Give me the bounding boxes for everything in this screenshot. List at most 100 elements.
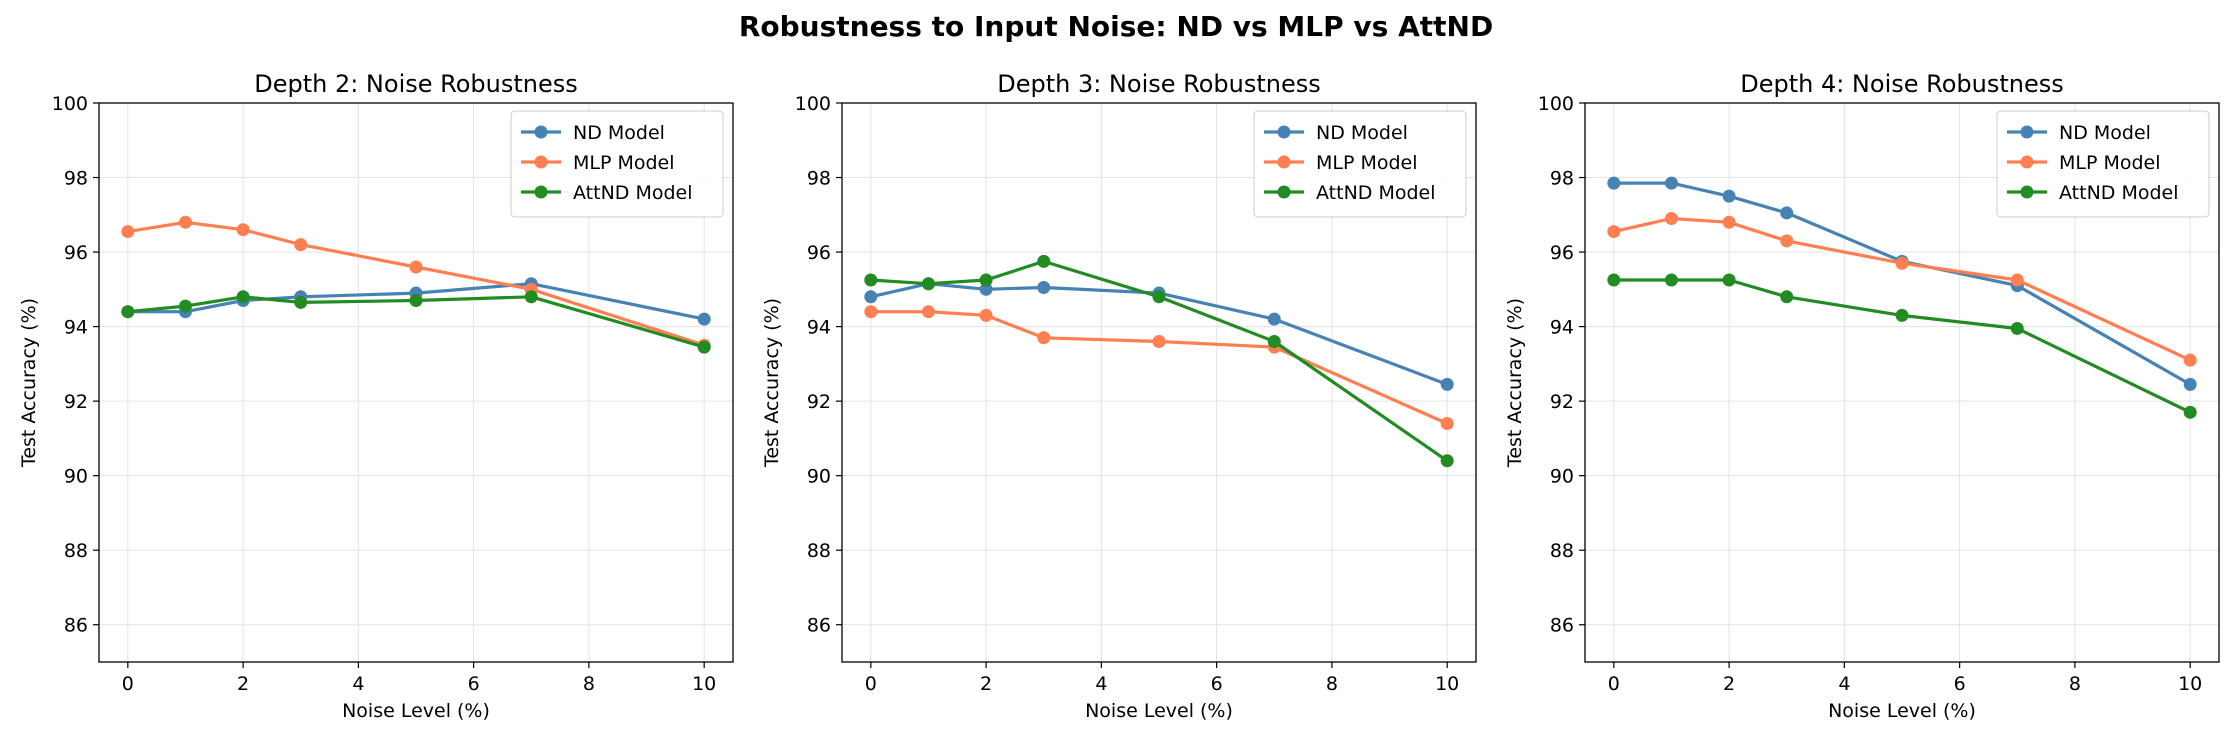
- chart-panel-depth-3: 0 2 4 6 8 10 86 88 90 92 94 96 98 100 Depth 3: Noise R…: [761, 70, 1477, 722]
- legend: ND Model MLP Model AttND Model: [510, 110, 724, 218]
- x-tick-label: 0: [122, 673, 134, 695]
- data-point-attnd-model: [1607, 273, 1621, 287]
- x-tick-label: 8: [2069, 673, 2081, 695]
- data-point-attnd-model: [979, 273, 993, 287]
- data-point-mlp-model: [864, 305, 878, 319]
- y-tick-label: 94: [1550, 317, 1574, 339]
- data-point-attnd-model: [1152, 290, 1166, 304]
- data-point-attnd-model: [524, 290, 538, 304]
- y-tick-label: 92: [807, 391, 831, 413]
- plot-frame: [841, 102, 1477, 663]
- data-point-nd-model: [1037, 280, 1051, 294]
- data-point-mlp-model: [409, 260, 423, 274]
- data-point-attnd-model: [1267, 335, 1281, 349]
- legend-swatch-marker: [1277, 185, 1291, 199]
- x-tick-label: 4: [1838, 673, 1850, 695]
- y-tick-label: 86: [1550, 615, 1574, 637]
- y-axis-label: Test Accuracy (%): [761, 298, 783, 468]
- data-point-nd-model: [1664, 176, 1678, 190]
- panel-title: Depth 3: Noise Robustness: [997, 70, 1321, 98]
- y-tick-label: 90: [64, 466, 88, 488]
- x-tick-label: 6: [1954, 673, 1966, 695]
- data-point-attnd-model: [121, 305, 135, 319]
- legend-swatch-marker: [2020, 185, 2034, 199]
- x-tick-label: 0: [865, 673, 877, 695]
- data-point-attnd-model: [294, 295, 308, 309]
- legend-swatch-marker: [1277, 155, 1291, 169]
- data-point-mlp-model: [1895, 256, 1909, 270]
- data-point-attnd-model: [1780, 290, 1794, 304]
- data-point-nd-model: [1440, 377, 1454, 391]
- y-tick-label: 86: [807, 615, 831, 637]
- y-tick-label: 88: [807, 540, 831, 562]
- data-point-attnd-model: [1440, 454, 1454, 468]
- plot-frame: [1584, 102, 2220, 663]
- data-point-mlp-model: [1607, 225, 1621, 239]
- data-point-nd-model: [2183, 377, 2197, 391]
- y-tick-label: 98: [807, 168, 831, 190]
- data-point-attnd-model: [409, 294, 423, 308]
- data-point-mlp-model: [1780, 234, 1794, 248]
- y-tick-label: 100: [795, 93, 831, 115]
- x-tick-label: 2: [980, 673, 992, 695]
- legend-box: [1253, 110, 1467, 218]
- legend-swatch-marker: [534, 125, 548, 139]
- data-point-attnd-model: [2010, 321, 2024, 335]
- data-point-mlp-model: [121, 225, 135, 239]
- legend-label: ND Model: [2059, 122, 2151, 144]
- x-axis-label: Noise Level (%): [1828, 700, 1976, 722]
- data-point-mlp-model: [1037, 331, 1051, 345]
- legend-label: MLP Model: [1316, 152, 1418, 174]
- x-tick-label: 0: [1608, 673, 1620, 695]
- legend-label: MLP Model: [2059, 152, 2161, 174]
- x-tick-label: 6: [468, 673, 480, 695]
- legend-label: AttND Model: [2059, 182, 2179, 204]
- data-point-mlp-model: [2010, 273, 2024, 287]
- y-tick-label: 86: [64, 615, 88, 637]
- x-tick-label: 8: [1326, 673, 1338, 695]
- y-tick-label: 90: [807, 466, 831, 488]
- data-point-mlp-model: [2183, 353, 2197, 367]
- plot-frame: [98, 102, 734, 663]
- data-point-attnd-model: [1722, 273, 1736, 287]
- data-point-mlp-model: [294, 238, 308, 252]
- y-axis-label: Test Accuracy (%): [1504, 298, 1526, 468]
- legend-box: [510, 110, 724, 218]
- legend-swatch-marker: [2020, 155, 2034, 169]
- data-point-attnd-model: [2183, 405, 2197, 419]
- legend: ND Model MLP Model AttND Model: [1996, 110, 2210, 218]
- data-point-attnd-model: [236, 290, 250, 304]
- chart-panel-depth-4: 0 2 4 6 8 10 86 88 90 92 94 96 98 100 Depth 4: Noise R…: [1504, 70, 2220, 722]
- x-axis-label: Noise Level (%): [1085, 700, 1233, 722]
- data-point-attnd-model: [178, 299, 192, 313]
- y-tick-label: 88: [64, 540, 88, 562]
- data-point-mlp-model: [1664, 212, 1678, 226]
- x-tick-label: 2: [1723, 673, 1735, 695]
- data-point-nd-model: [1780, 206, 1794, 220]
- x-tick-label: 8: [583, 673, 595, 695]
- data-point-nd-model: [1722, 189, 1736, 203]
- data-point-attnd-model: [864, 273, 878, 287]
- y-tick-label: 98: [1550, 168, 1574, 190]
- chart-panel-depth-2: 0 2 4 6 8 10 86 88 90 92 94 96 98 100 Depth 2: Noise R…: [18, 70, 734, 722]
- x-tick-label: 10: [1435, 673, 1459, 695]
- legend-label: ND Model: [1316, 122, 1408, 144]
- legend-swatch-marker: [534, 155, 548, 169]
- y-tick-label: 96: [807, 242, 831, 264]
- data-point-attnd-model: [1664, 273, 1678, 287]
- panel-title: Depth 4: Noise Robustness: [1740, 70, 2064, 98]
- legend: ND Model MLP Model AttND Model: [1253, 110, 1467, 218]
- y-axis-label: Test Accuracy (%): [18, 298, 40, 468]
- data-point-mlp-model: [1440, 416, 1454, 430]
- data-point-nd-model: [1607, 176, 1621, 190]
- y-tick-label: 92: [1550, 391, 1574, 413]
- legend-label: MLP Model: [573, 152, 675, 174]
- x-tick-label: 10: [2178, 673, 2202, 695]
- y-tick-label: 92: [64, 391, 88, 413]
- legend-box: [1996, 110, 2210, 218]
- data-point-nd-model: [864, 290, 878, 304]
- y-tick-label: 96: [64, 242, 88, 264]
